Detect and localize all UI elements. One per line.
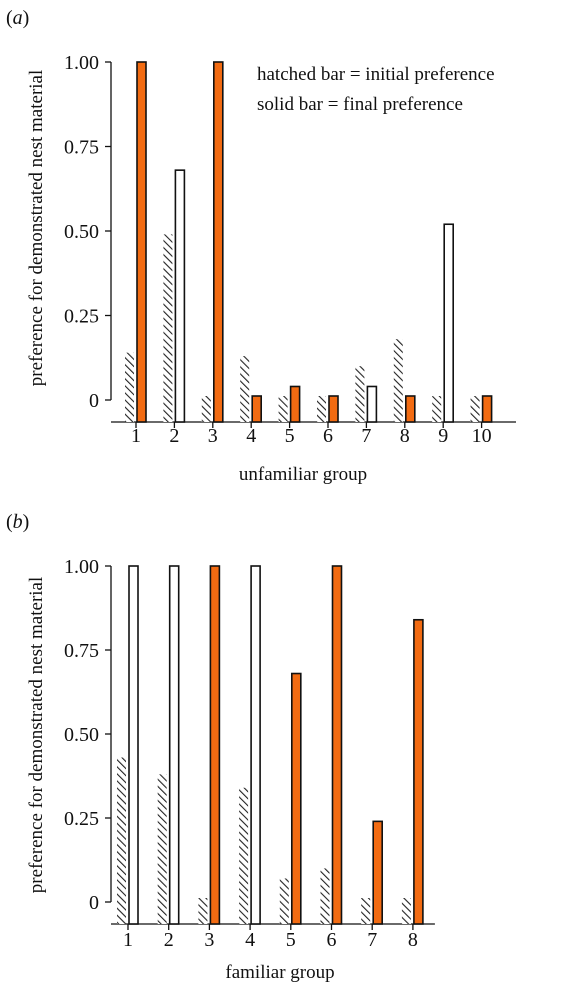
panel-a-bar-initial [355,366,365,422]
panel-a-bar-final [443,223,455,423]
panel-a-bar-initial [163,234,173,422]
panel-a-chart: (a) preference for demonstrated nest mat… [6,7,516,485]
panel-a-bar-initial [125,352,134,422]
panel-b-x-tick-label: 3 [204,929,214,951]
panel-a-y-tick-label: 0.50 [64,221,99,243]
panel-a-bar-final [328,395,339,423]
panel-b-bar-initial [401,898,411,924]
panel-a-y-tick-label: 0 [89,390,99,412]
panel-b-bar-initial [198,898,208,924]
panel-a-bar-initial [240,356,250,422]
panel-a-label: (a) [6,7,29,29]
panel-b-label: (b) [6,511,29,533]
panel-b-bar-initial [279,878,289,924]
panel-a-bar-final [366,385,378,423]
panel-b-bar-final [168,565,180,925]
panel-b-bar-initial [361,898,371,924]
panel-b-x-tick-label: 1 [123,929,133,951]
panel-a-y-tick-label: 0.75 [64,137,99,159]
panel-b-x-tick-label: 6 [327,929,337,951]
panel-a-y-tick-label: 1.00 [64,52,99,74]
panel-b-y-axis-label: preference for demonstrated nest materia… [26,577,47,894]
panel-b-x-tick-label: 5 [286,929,296,951]
panel-b-x-tick-label: 4 [245,929,255,951]
panel-a-x-tick-label: 9 [438,425,448,447]
panel-a-legend-initial: hatched bar = initial preference [257,64,495,85]
panel-a-x-tick-label: 7 [361,425,371,447]
panel-a-x-tick-label: 4 [246,425,256,447]
panel-a-bar-final [174,169,186,423]
panel-a-bar-initial [201,396,211,422]
panel-a-x-tick-label: 1 [131,425,141,447]
panel-a-bar-initial [393,339,403,422]
panel-b-bar-final [413,618,424,925]
panel-b-bar-final [128,565,139,925]
panel-b-x-tick-label: 7 [367,929,377,951]
panel-a-x-tick-label: 2 [169,425,179,447]
panel-a-bar-initial [317,396,326,422]
panel-b-bar-initial [239,787,249,924]
panel-b-bar-final [250,565,261,925]
panel-b-bar-final [372,820,384,925]
panel-b-y-tick-label: 1.00 [64,556,99,578]
panel-b-x-tick-label: 8 [408,929,418,951]
panel-b-x-tick-label: 2 [164,929,174,951]
panel-b-chart: (b) preference for demonstrated nest mat… [6,511,435,983]
panel-a-y-axis-label: preference for demonstrated nest materia… [26,70,47,387]
panel-b-bar-initial [157,774,167,924]
panel-b-bar-final [290,672,302,925]
panel-a-letter: a [13,7,23,29]
panel-b-bar-initial [117,757,126,924]
panel-a-x-tick-label: 8 [400,425,410,447]
panel-a-bar-final [481,395,493,423]
panel-a-x-tick-label: 3 [208,425,218,447]
panel-a-bar-initial [432,396,442,422]
panel-a-x-tick-label: 10 [472,425,492,447]
panel-b-x-axis-label: familiar group [225,962,334,983]
panel-b-y-tick-label: 0 [89,892,99,914]
panel-b-bar-final [209,565,221,925]
panel-a-bar-initial [278,396,288,422]
panel-b-bar-final [331,565,343,925]
panel-a-bar-final [289,385,301,423]
panel-a-bar-final [404,395,416,423]
panel-a-bar-final [213,61,224,423]
panel-b-y-tick-label: 0.75 [64,640,99,662]
panel-b-bar-initial [320,868,330,924]
panel-a-x-axis-label: unfamiliar group [239,464,367,485]
panel-b-letter: b [13,511,23,533]
panel-a-x-tick-label: 6 [323,425,333,447]
panel-b-y-tick-label: 0.25 [64,808,99,830]
panel-a-bar-initial [470,396,480,422]
panel-a-bar-final [136,61,147,423]
panel-b-y-tick-label: 0.50 [64,724,99,746]
panel-a-x-tick-label: 5 [285,425,295,447]
panel-a-legend-final: solid bar = final preference [257,94,463,115]
panel-a-bar-final [251,395,262,423]
panel-a-y-tick-label: 0.25 [64,306,99,328]
